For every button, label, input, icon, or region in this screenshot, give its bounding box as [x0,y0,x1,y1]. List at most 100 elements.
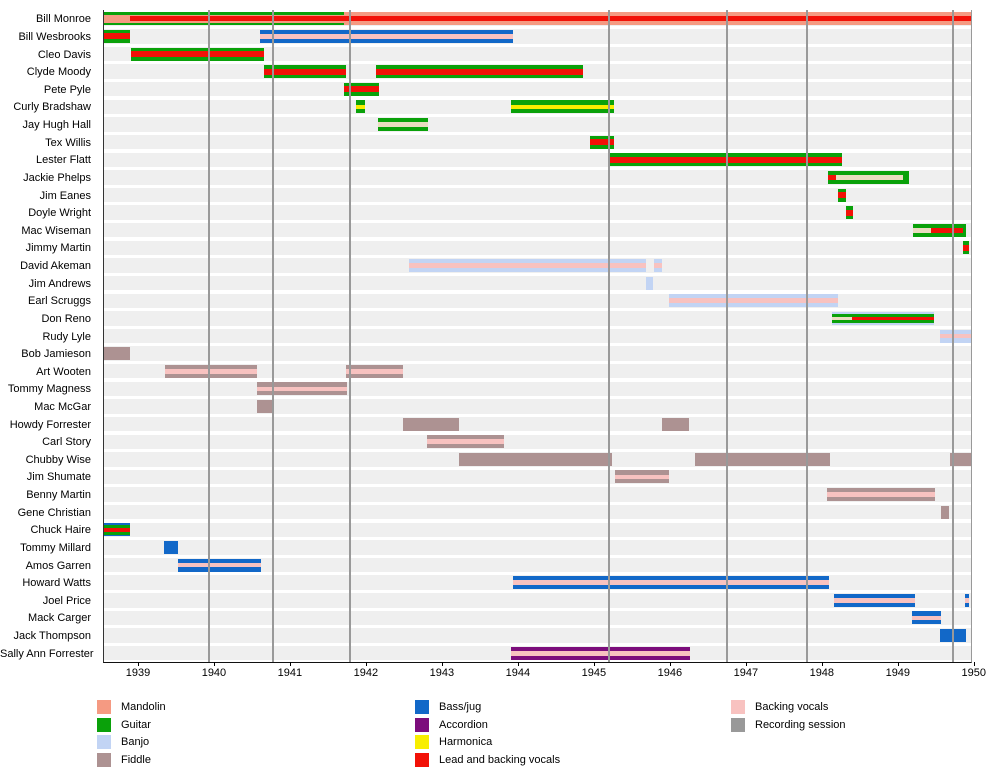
bar-stripe-guitar [831,313,934,317]
row-label: Don Reno [41,312,91,325]
year-label: 1945 [581,667,607,679]
member-bar [964,593,970,607]
row-label: Jim Eanes [39,189,91,202]
row-label: Cleo Davis [37,48,91,61]
member-bar [834,593,915,607]
bar-stripe-backing_cream [378,122,428,127]
row-labels-column: Bill Monroe Bill Wesbrooks Cleo Davis Clyde… [0,10,97,662]
legend-swatch-fiddle [97,752,111,767]
member-bar [962,241,970,255]
member-bar [654,259,663,272]
legend: Mandolin Guitar Banjo Fiddle Bass/jug Accordi… [0,696,1000,767]
legend-label: Lead and backing vocals [439,753,561,766]
bar-stripe-lead [838,192,847,198]
member-bar [695,452,830,466]
legend-label: Accordion [439,718,488,731]
member-bar [845,206,854,220]
member-bar [409,259,646,272]
row-label: Benny Martin [26,489,91,502]
bar-stripe-guitar [104,22,345,26]
row-band [104,205,971,220]
x-axis: 1939 1940 1941 1942 1943 1944 1945 1946 1947 1948… [103,662,986,686]
row-label: Jim Andrews [28,277,91,290]
bar-stripe-backing [511,650,690,656]
bar-stripe-backing [939,333,971,339]
row-band [104,364,971,379]
bar-stripe-backing [409,263,646,268]
row-band [104,610,971,626]
member-bar [104,347,130,361]
legend-swatch-mandolin [97,700,111,714]
row-band [104,117,971,132]
member-bar [256,382,348,396]
year-tick [821,662,823,666]
bar-stripe-backing [834,597,915,603]
member-bar [662,417,690,431]
row-label: Bob Jamieson [21,348,91,361]
bar-stripe-guitar [104,531,130,535]
member-bar [609,153,842,167]
row-label: Chuck Haire [30,524,91,537]
legend-swatch-harmonica [415,735,429,749]
row-label: Lester Flatt [35,154,91,167]
row-band [104,223,971,238]
member-bar [512,576,829,590]
row-band [104,434,971,449]
row-label: Bill Monroe [35,13,91,26]
legend-swatch-session [731,717,745,732]
bar-stripe-guitar [831,320,934,324]
row-band [104,522,971,538]
row-band [104,346,971,361]
member-bar [259,29,513,43]
bar-stripe-backing [654,263,663,268]
member-bar [950,452,971,466]
row-label: Art Wooten [36,365,91,378]
row-label: Jim Shumate [26,471,91,484]
bar-stripe-backing [426,439,504,445]
member-bar [826,488,936,502]
year-label: 1941 [277,667,303,679]
legend-label: Mandolin [121,701,166,713]
recording-session-line [951,10,954,662]
member-bar [911,611,941,625]
row-label: Tex Willis [45,136,91,149]
bar-stripe-harmonica [355,104,366,110]
row-band [104,487,971,502]
bar-stripe-harmonica [510,104,614,110]
year-tick [441,662,443,666]
row-band [104,399,971,414]
row-label: Tommy Millard [20,541,91,554]
member-bar [344,82,380,96]
bar-stripe-backing [512,580,829,586]
row-label: Curly Bradshaw [13,101,91,114]
year-label: 1948 [809,667,835,679]
year-tick [137,662,139,666]
row-label: Howard Watts [22,577,91,590]
row-label: Jackie Phelps [23,171,91,184]
member-bar [376,65,583,79]
bar-stripe-lead [131,51,265,58]
row-band [104,82,971,97]
year-tick [213,662,215,666]
row-label: Amos Garren [25,559,91,572]
year-tick [745,662,747,666]
bar-stripe-backing [826,492,936,497]
row-band [104,328,971,344]
legend-swatch-backing [731,700,745,714]
year-tick [517,662,519,666]
row-band [104,240,971,256]
bar-stripe-backing [178,562,261,568]
row-label: Chubby Wise [25,453,91,466]
member-bar [345,364,404,378]
bar-stripe-backing [259,34,513,39]
bar-stripe-backing [668,298,838,304]
member-bar [511,646,690,660]
row-band [104,469,971,485]
row-band [104,134,971,150]
member-bar [939,329,971,343]
legend-swatch-guitar [97,717,111,732]
year-tick [593,662,595,666]
member-bar [940,505,949,519]
year-tick [365,662,367,666]
